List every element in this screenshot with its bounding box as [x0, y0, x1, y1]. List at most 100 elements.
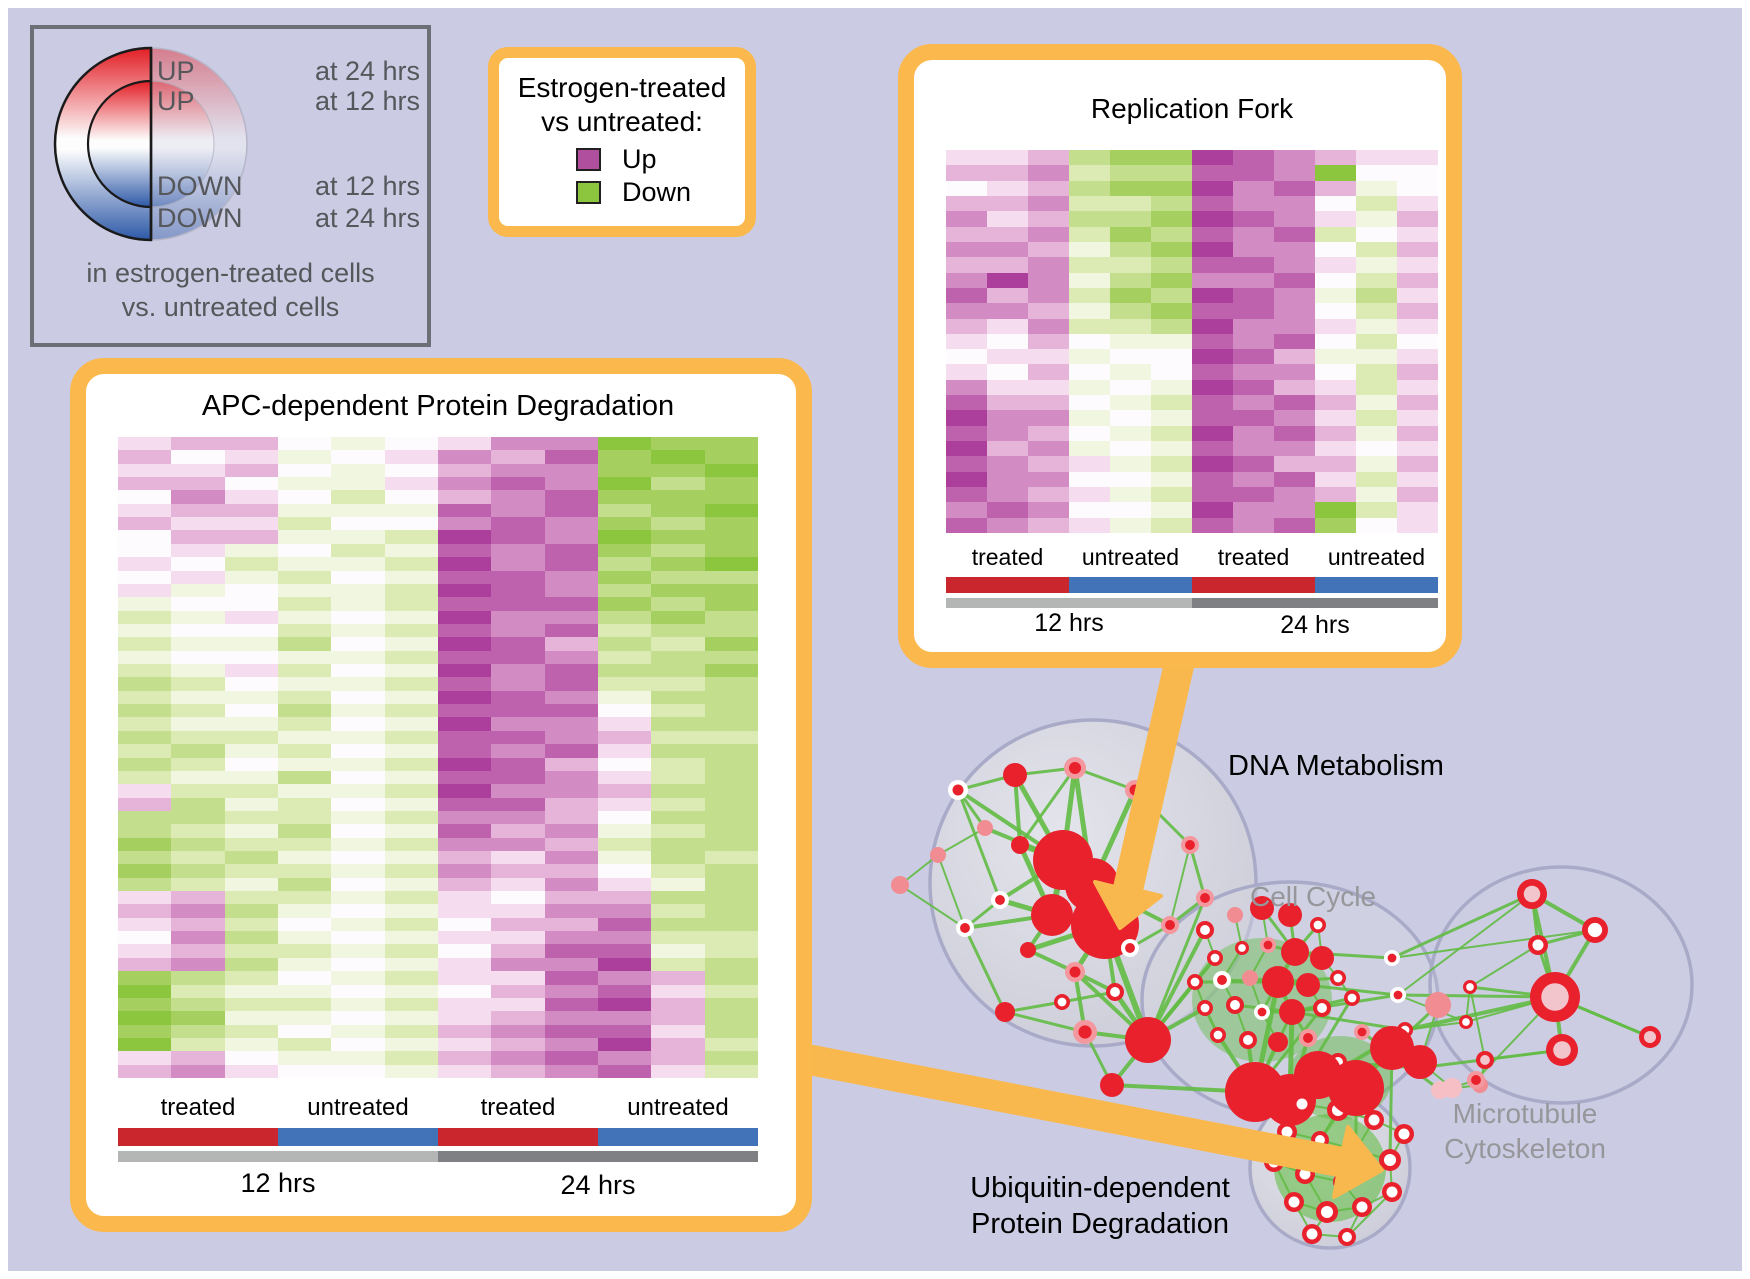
heatmap-cell — [987, 165, 1028, 181]
heatmap-cell — [1151, 272, 1192, 288]
rf-group-label: treated — [971, 544, 1044, 570]
heatmap-cell — [1233, 150, 1274, 166]
heatmap-cell — [704, 650, 758, 665]
treated-bar — [438, 1128, 598, 1146]
heatmap-cell — [437, 837, 492, 851]
treated-bar — [946, 577, 1069, 593]
heatmap-cell — [597, 530, 652, 544]
heatmap-cell — [597, 957, 652, 972]
heatmap-cell — [544, 557, 598, 571]
heatmap-cell — [544, 957, 598, 972]
heatmap-cell — [987, 349, 1028, 365]
heatmap-cell — [491, 757, 545, 771]
heatmap-cell — [224, 877, 278, 892]
heatmap-cell — [331, 877, 385, 892]
heatmap-cell — [1397, 318, 1438, 334]
network-node-center — [1281, 1126, 1293, 1138]
heatmap-cell — [1274, 195, 1315, 212]
heatmap-cell — [224, 971, 278, 985]
heatmap-cell — [1315, 333, 1356, 350]
network-node-center — [1165, 920, 1175, 930]
heatmap-cell — [171, 877, 225, 892]
heatmap-cell — [1192, 425, 1233, 442]
heatmap-cell — [224, 717, 278, 731]
heatmap-cell — [118, 570, 172, 584]
heatmap-cell — [597, 1064, 652, 1078]
heatmap-cell — [1110, 379, 1151, 396]
heatmap-cell — [1315, 165, 1356, 181]
heatmap-cell — [224, 490, 278, 504]
heatmap-cell — [1151, 287, 1192, 304]
heatmap-cell — [1356, 195, 1397, 212]
heatmap-cell — [544, 744, 598, 758]
heatmap-cell — [1110, 241, 1151, 258]
apc-time-label: 24 hrs — [560, 1170, 636, 1200]
heatmap-cell — [277, 957, 332, 972]
heatmap-cell — [1151, 471, 1192, 488]
network-node — [1262, 966, 1294, 998]
heatmap-cell — [1356, 441, 1397, 457]
heatmap-cell — [651, 1051, 705, 1065]
heatmap-cell — [704, 891, 758, 905]
heatmap-cell — [331, 784, 385, 798]
heatmap-cell — [946, 195, 987, 212]
network-node-center — [1288, 1196, 1300, 1208]
heatmap-cell — [1233, 257, 1274, 273]
heatmap-cell — [491, 623, 545, 638]
heatmap-cell — [384, 824, 438, 838]
heatmap-cell — [1151, 410, 1192, 426]
heatmap-cell — [1151, 150, 1192, 166]
heatmap-cell — [1356, 272, 1397, 288]
heatmap-cell — [597, 437, 652, 451]
heatmap-cell — [224, 797, 278, 811]
heatmap-cell — [491, 1024, 545, 1038]
network-edge — [1003, 1010, 1087, 1034]
heatmap-cell — [1110, 502, 1151, 518]
heatmap-cell — [171, 984, 225, 998]
heatmap-cell — [171, 810, 225, 825]
heatmap-cell — [331, 984, 385, 998]
network-node — [891, 876, 909, 894]
heatmap-cell — [1028, 425, 1069, 442]
heatmap-cell — [597, 931, 652, 945]
heatmap-cell — [171, 971, 225, 985]
heatmap-cell — [1397, 226, 1438, 242]
treated-bar — [118, 1128, 278, 1146]
heatmap-cell — [1315, 502, 1356, 518]
heatmap-cell — [437, 650, 492, 665]
heatmap-cell — [544, 503, 598, 518]
heatmap-cell — [1192, 226, 1233, 242]
heatmap-cell — [704, 730, 758, 745]
heatmap-cell — [118, 944, 172, 958]
heatmap-cell — [1069, 425, 1110, 442]
heatmap-cell — [704, 477, 758, 491]
heatmap-cell — [331, 1037, 385, 1052]
heatmap-cell — [331, 770, 385, 785]
heatmap-cell — [651, 931, 705, 945]
heatmap-cell — [1069, 395, 1110, 411]
heatmap-cell — [651, 650, 705, 665]
heatmap-cell — [946, 456, 987, 472]
heatmap-cell — [1151, 425, 1192, 442]
heatmap-cell — [1315, 195, 1356, 212]
network-node — [1242, 970, 1258, 986]
heatmap-cell — [946, 425, 987, 442]
heatmap-cell — [987, 471, 1028, 488]
heatmap-cell — [224, 770, 278, 785]
heatmap-cell — [1274, 241, 1315, 258]
heatmap-cell — [331, 717, 385, 731]
heatmap-cell — [1028, 441, 1069, 457]
heatmap-cell — [437, 570, 492, 584]
heatmap-cell — [331, 757, 385, 771]
heatmap-cell — [331, 1011, 385, 1025]
heatmap-cell — [1192, 395, 1233, 411]
heatmap-cell — [946, 333, 987, 350]
network-node-center — [1125, 943, 1135, 953]
untreated-bar — [278, 1128, 438, 1146]
apc-time-label: 12 hrs — [240, 1168, 316, 1198]
heatmap-cell — [224, 463, 278, 478]
heatmap-cell — [544, 984, 598, 998]
heatmap-cell — [384, 1037, 438, 1052]
heatmap-cell — [224, 477, 278, 491]
